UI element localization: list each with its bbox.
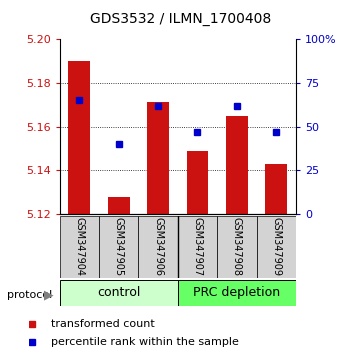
Text: PRC depletion: PRC depletion: [193, 286, 280, 299]
Bar: [217, 216, 257, 278]
Bar: [60, 280, 178, 306]
Text: GSM347907: GSM347907: [192, 217, 203, 276]
Bar: [108, 197, 130, 214]
Bar: [69, 61, 90, 214]
Bar: [187, 151, 208, 214]
Bar: [257, 216, 296, 278]
Bar: [138, 216, 178, 278]
Bar: [60, 216, 99, 278]
Text: GSM347904: GSM347904: [74, 217, 84, 276]
Text: GSM347906: GSM347906: [153, 217, 163, 276]
Text: GSM347909: GSM347909: [271, 217, 281, 276]
Bar: [265, 164, 287, 214]
Bar: [147, 102, 169, 214]
Text: control: control: [97, 286, 140, 299]
Text: GDS3532 / ILMN_1700408: GDS3532 / ILMN_1700408: [90, 12, 271, 27]
Bar: [226, 116, 248, 214]
Text: GSM347908: GSM347908: [232, 217, 242, 276]
Text: GSM347905: GSM347905: [114, 217, 124, 276]
Text: percentile rank within the sample: percentile rank within the sample: [51, 337, 239, 347]
Text: protocol: protocol: [7, 290, 52, 299]
Text: ▶: ▶: [44, 288, 53, 301]
Bar: [99, 216, 138, 278]
Bar: [178, 280, 296, 306]
Text: transformed count: transformed count: [51, 319, 155, 329]
Bar: [178, 216, 217, 278]
